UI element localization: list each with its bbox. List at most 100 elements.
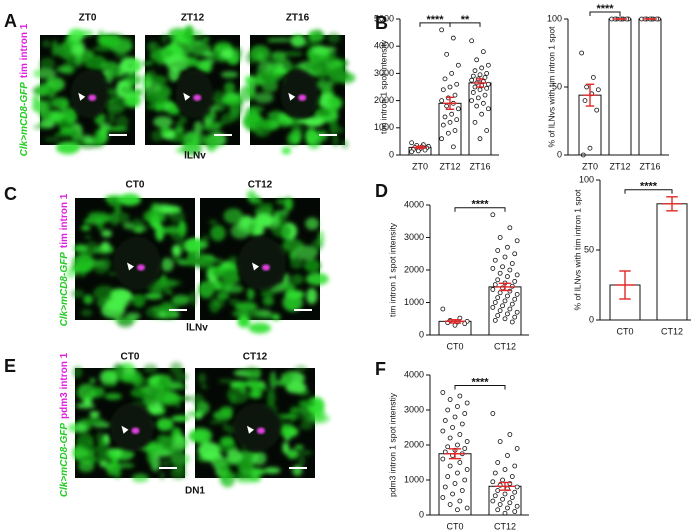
gfp-blob (193, 120, 203, 136)
gfp-blob (127, 63, 135, 68)
data-point (507, 267, 513, 273)
data-point (484, 128, 490, 133)
data-point (450, 425, 455, 430)
gfp-blob (161, 34, 168, 44)
data-point (452, 322, 458, 328)
data-point (447, 463, 453, 469)
data-point (464, 439, 470, 444)
data-point (590, 75, 596, 80)
data-point (454, 81, 460, 87)
gfp-blob (255, 66, 269, 80)
gfp-blob (297, 117, 312, 123)
gfp-blob (104, 392, 122, 400)
gfp-blob (271, 110, 280, 121)
gfp-blob (266, 68, 272, 81)
y-tick-label: 3000 (404, 232, 424, 242)
gfp-blob (145, 306, 159, 318)
data-point (442, 76, 448, 82)
gfp-blob (132, 294, 146, 308)
gfp-blob (70, 128, 81, 143)
gfp-blob (315, 53, 320, 68)
data-point (479, 111, 485, 117)
gfp-blob (51, 97, 70, 109)
micrograph (142, 25, 244, 156)
gfp-blob (197, 441, 220, 459)
data-point (509, 474, 515, 479)
gfp-blob (165, 55, 190, 72)
gfp-blob (131, 473, 149, 483)
gfp-blob (75, 402, 95, 409)
gfp-blob (208, 219, 218, 225)
gfp-blob (299, 423, 314, 430)
gfp-blob (120, 85, 135, 95)
y-tick-label: 1000 (374, 122, 394, 132)
channel-intron: tim intron 1 (19, 23, 30, 78)
gfp-blob (117, 317, 134, 328)
data-point (579, 50, 585, 56)
gfp-blob (65, 40, 83, 46)
gfp-blob (131, 218, 144, 229)
data-point (464, 505, 470, 511)
data-point (452, 414, 458, 420)
gfp-blob (253, 213, 274, 228)
data-point (480, 100, 486, 106)
micrograph (186, 365, 330, 488)
y-axis-label: tim intron 1 spot intensity (387, 222, 397, 317)
arrowhead (288, 92, 296, 101)
data-point (492, 493, 498, 499)
gfp-blob (202, 234, 209, 245)
y-tick-label: 50 (552, 81, 562, 91)
gfp-signal (186, 190, 329, 334)
data-point (462, 446, 468, 451)
gfp-blob (151, 130, 164, 142)
gfp-blob (247, 310, 264, 319)
data-point (490, 287, 496, 292)
gfp-blob (210, 225, 226, 242)
data-point (495, 460, 501, 465)
gfp-blob (85, 386, 104, 392)
gfp-blob (294, 445, 304, 450)
gfp-blob (40, 110, 53, 120)
data-point (500, 477, 505, 483)
gfp-blob (104, 74, 113, 84)
gfp-blob (53, 131, 76, 138)
gfp-blob (288, 64, 302, 72)
gfp-blob (89, 411, 100, 418)
data-point (469, 98, 475, 103)
channel-gfp: Clk>mCD8-GFP (59, 252, 70, 327)
data-point (594, 107, 600, 113)
x-tick-label: ZT16 (469, 161, 490, 171)
data-point (455, 106, 461, 112)
image-label: ZT0 (79, 13, 97, 24)
y-tick-label: 100 (547, 13, 562, 23)
gfp-blob (196, 262, 209, 270)
gfp-blob (116, 365, 126, 375)
significance-label: ** (461, 14, 470, 26)
gfp-blob (56, 103, 62, 108)
gfp-blob (175, 400, 181, 410)
image-label: ZT16 (286, 13, 310, 24)
gfp-blob (73, 244, 89, 253)
gfp-blob (71, 289, 85, 298)
data-point (462, 477, 468, 483)
data-point (439, 27, 445, 33)
gfp-blob (171, 294, 190, 306)
data-point (450, 144, 456, 150)
x-tick-label: CT0 (446, 521, 463, 530)
gfp-blob (83, 294, 94, 305)
gfp-blob (161, 437, 170, 450)
gfp-blob (65, 107, 78, 124)
nascent-transcript-spot (88, 94, 97, 101)
gfp-blob (209, 420, 223, 425)
gfp-blob (228, 275, 242, 283)
gfp-blob (80, 309, 93, 317)
data-point (457, 498, 463, 504)
data-point (469, 77, 475, 83)
gfp-blob (264, 58, 280, 69)
gfp-blob (183, 131, 200, 149)
gfp-blob (83, 57, 89, 63)
gfp-blob (295, 365, 307, 371)
data-point (484, 71, 490, 76)
data-point (514, 238, 520, 244)
data-point (505, 293, 510, 299)
